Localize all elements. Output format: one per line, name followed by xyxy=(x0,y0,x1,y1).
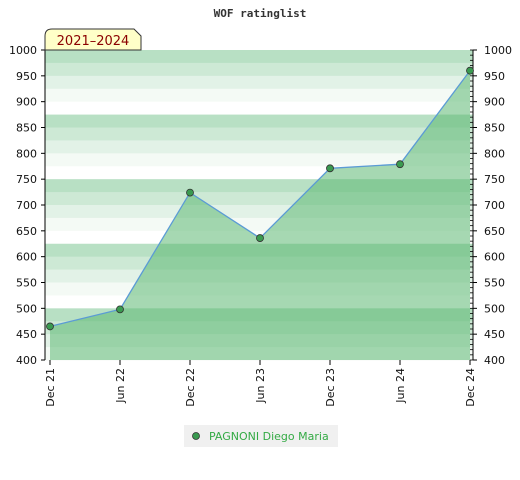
x-tick-label: Dec 23 xyxy=(324,368,337,407)
background-band xyxy=(45,88,473,103)
y-tick-label-left: 750 xyxy=(16,173,37,186)
y-tick-label-left: 850 xyxy=(16,122,37,135)
data-point xyxy=(256,234,264,242)
y-tick-label-left: 400 xyxy=(16,354,37,367)
y-tick-label-right: 650 xyxy=(484,225,505,238)
y-tick-label-left: 500 xyxy=(16,302,37,315)
marks-layer xyxy=(46,66,474,331)
y-tick-label-left: 900 xyxy=(16,96,37,109)
legend-box xyxy=(184,425,338,447)
background-band xyxy=(45,153,473,167)
x-tick-label: Jun 23 xyxy=(254,368,267,404)
y-tick-label-right: 750 xyxy=(484,173,505,186)
y-tick-label-right: 900 xyxy=(484,96,505,109)
background-band xyxy=(45,140,473,154)
background-band xyxy=(45,50,473,64)
series-area xyxy=(50,70,470,361)
y-tick-label-right: 400 xyxy=(484,354,505,367)
x-tick-label: Dec 21 xyxy=(44,368,57,407)
badge-text: 2021–2024 xyxy=(57,34,130,49)
y-tick-label-right: 850 xyxy=(484,122,505,135)
y-tick-label-right: 800 xyxy=(484,147,505,160)
data-point xyxy=(186,188,194,197)
y-tick-label-left: 600 xyxy=(16,251,37,264)
axes-layer: 400 400 450 450 500 500 550 550 600 600 650 650 700 7… xyxy=(9,44,512,407)
data-point xyxy=(466,66,474,75)
y-tick-label-right: 950 xyxy=(484,70,505,83)
legend-label: PAGNONI Diego Maria xyxy=(209,430,329,443)
x-tick-label: Dec 24 xyxy=(464,368,477,407)
y-tick-label-right: 450 xyxy=(484,328,505,341)
background-band xyxy=(45,101,473,116)
chart-title: WOF ratinglist xyxy=(214,7,307,20)
data-point xyxy=(116,305,124,314)
background-band xyxy=(45,114,473,128)
y-tick-label-right: 600 xyxy=(484,251,505,264)
y-tick-label-left: 450 xyxy=(16,328,37,341)
period-badge: 2021–2024 xyxy=(44,28,142,51)
background-band xyxy=(45,127,473,141)
background-band xyxy=(45,75,473,90)
data-point xyxy=(46,322,54,331)
x-tick-label: Dec 22 xyxy=(184,368,197,407)
y-tick-label-left: 950 xyxy=(16,70,37,83)
y-tick-label-left: 1000 xyxy=(9,44,37,57)
legend[interactable]: PAGNONI Diego Maria xyxy=(184,425,338,447)
y-tick-label-left: 800 xyxy=(16,147,37,160)
y-tick-label-right: 1000 xyxy=(484,44,512,57)
legend-marker xyxy=(192,432,200,440)
data-point xyxy=(326,164,334,173)
y-tick-label-left: 650 xyxy=(16,225,37,238)
y-tick-label-right: 550 xyxy=(484,277,505,290)
data-point xyxy=(396,160,404,169)
y-tick-label-right: 500 xyxy=(484,302,505,315)
y-tick-label-left: 550 xyxy=(16,277,37,290)
x-tick-label: Jun 22 xyxy=(114,368,127,404)
y-tick-label-right: 700 xyxy=(484,199,505,212)
y-tick-label-left: 700 xyxy=(16,199,37,212)
background-band xyxy=(45,62,473,77)
badge-box xyxy=(44,28,142,51)
x-tick-label: Jun 24 xyxy=(394,368,407,404)
